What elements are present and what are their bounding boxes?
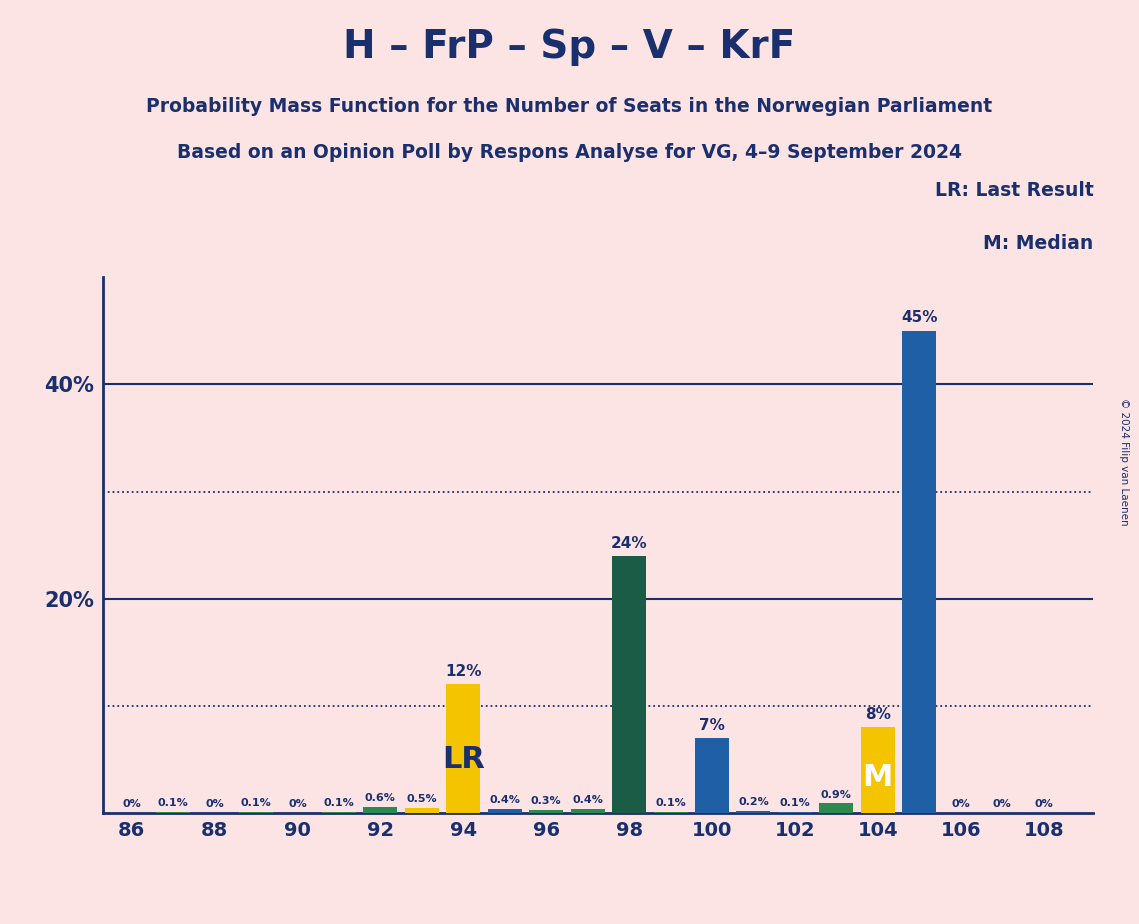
Text: 0.1%: 0.1% xyxy=(323,798,354,808)
Bar xyxy=(861,727,895,813)
Bar xyxy=(404,808,439,813)
Text: 0.1%: 0.1% xyxy=(779,798,810,808)
Text: 45%: 45% xyxy=(901,310,937,325)
Text: 0.9%: 0.9% xyxy=(821,790,852,800)
Bar xyxy=(156,812,190,813)
Text: 0.4%: 0.4% xyxy=(490,795,521,805)
Bar xyxy=(902,331,936,813)
Bar xyxy=(571,808,605,813)
Bar xyxy=(612,556,646,813)
Text: 0%: 0% xyxy=(122,799,141,809)
Text: LR: LR xyxy=(442,745,485,773)
Bar xyxy=(446,685,481,813)
Text: 0.1%: 0.1% xyxy=(157,798,188,808)
Text: 0.6%: 0.6% xyxy=(364,793,395,803)
Text: 0.2%: 0.2% xyxy=(738,797,769,808)
Bar xyxy=(487,808,522,813)
Text: 0%: 0% xyxy=(993,799,1011,809)
Text: 7%: 7% xyxy=(699,718,724,733)
Text: 0%: 0% xyxy=(288,799,306,809)
Bar xyxy=(778,812,812,813)
Bar xyxy=(737,811,770,813)
Text: LR: Last Result: LR: Last Result xyxy=(935,181,1093,200)
Bar xyxy=(530,810,563,813)
Text: Based on an Opinion Poll by Respons Analyse for VG, 4–9 September 2024: Based on an Opinion Poll by Respons Anal… xyxy=(177,143,962,163)
Text: 24%: 24% xyxy=(611,536,647,551)
Text: Probability Mass Function for the Number of Seats in the Norwegian Parliament: Probability Mass Function for the Number… xyxy=(147,97,992,116)
Text: 0.1%: 0.1% xyxy=(655,798,686,808)
Text: M: Median: M: Median xyxy=(983,235,1093,253)
Bar xyxy=(239,812,273,813)
Text: 0%: 0% xyxy=(205,799,224,809)
Bar xyxy=(363,807,398,813)
Bar xyxy=(695,738,729,813)
Text: 0.1%: 0.1% xyxy=(240,798,271,808)
Text: H – FrP – Sp – V – KrF: H – FrP – Sp – V – KrF xyxy=(343,28,796,66)
Text: 8%: 8% xyxy=(865,707,891,722)
Text: 0%: 0% xyxy=(1034,799,1054,809)
Bar xyxy=(819,804,853,813)
Text: 0.4%: 0.4% xyxy=(572,795,603,805)
Bar xyxy=(322,812,355,813)
Text: M: M xyxy=(862,762,893,792)
Text: 0.3%: 0.3% xyxy=(531,796,562,806)
Text: 12%: 12% xyxy=(445,664,482,679)
Text: © 2024 Filip van Laenen: © 2024 Filip van Laenen xyxy=(1120,398,1129,526)
Text: 0.5%: 0.5% xyxy=(407,794,437,804)
Text: 0%: 0% xyxy=(951,799,970,809)
Bar xyxy=(654,812,688,813)
